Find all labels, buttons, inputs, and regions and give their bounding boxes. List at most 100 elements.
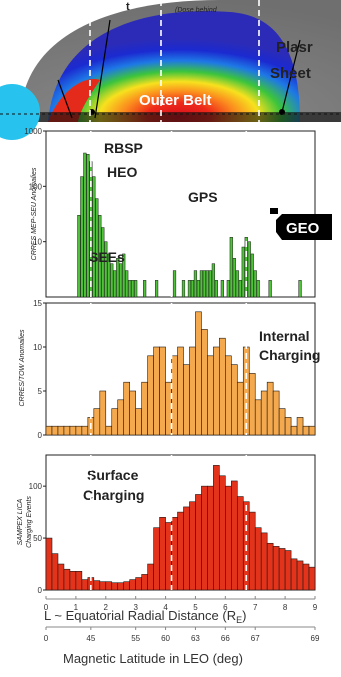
see-bar [86, 154, 90, 298]
internal-y-tick-label: 10 [33, 343, 42, 352]
x-tick-label: 9 [313, 603, 318, 612]
internal-bar [51, 425, 59, 436]
x2-tick-label: 0 [44, 634, 49, 643]
internal-bar [236, 381, 244, 436]
map-pointer-1 [57, 79, 73, 119]
see-bar [232, 258, 236, 298]
see-annotation-rbsp: RBSP [104, 140, 143, 156]
internal-bar [117, 399, 125, 436]
surface-bar [231, 480, 238, 591]
x2-tick-label: 69 [311, 634, 320, 643]
map-label-inner: t [126, 1, 130, 13]
surface-bar [141, 574, 148, 591]
internal-bar [195, 311, 202, 436]
see-bar [187, 280, 192, 298]
x-axis-l: 0 1 2 3 4 5 6 7 8 9 [44, 596, 318, 612]
see-bar [77, 215, 81, 298]
surface-bar [177, 511, 184, 591]
internal-y-tick-label: 5 [38, 387, 43, 396]
x-tick-label: 4 [163, 603, 168, 612]
x-tick-label: 0 [44, 603, 49, 612]
surface-annotation-1: Surface [87, 467, 139, 483]
surface-bar [159, 517, 166, 591]
see-bar [196, 280, 201, 298]
map-label-plasma-1: Plasr [276, 39, 313, 56]
surface-bar [171, 517, 178, 591]
x-tick-label: 1 [74, 603, 79, 612]
internal-bar [189, 346, 196, 436]
see-bar [154, 280, 159, 298]
internal-bar [171, 355, 178, 436]
surface-bar [57, 563, 65, 591]
see-bar [95, 198, 99, 298]
internal-bar [183, 364, 190, 436]
outer-belt-flux [48, 11, 300, 122]
internal-bar [153, 346, 160, 436]
surface-bar [201, 485, 208, 591]
internal-charging-chart: 0 5 10 15 CRRES/TOW Anomalies Internal Char… [19, 299, 320, 440]
surface-bar [254, 527, 262, 591]
x2-tick-label: 55 [131, 634, 140, 643]
internal-y-tick-label: 0 [38, 431, 43, 440]
internal-bar [45, 425, 53, 436]
surface-bar [266, 542, 274, 591]
surface-bar [45, 537, 53, 591]
see-bar [92, 176, 96, 298]
internal-bar [159, 346, 166, 436]
earth-icon [0, 84, 40, 140]
map-pointer-3 [281, 39, 301, 113]
surface-bar [225, 485, 232, 591]
map-bottom-shade [0, 112, 341, 122]
internal-bar [69, 425, 77, 436]
surface-bar [93, 580, 101, 591]
see-bar [202, 270, 207, 298]
surface-bar [248, 511, 256, 591]
surface-bar [278, 548, 286, 591]
see-bar [193, 270, 198, 298]
internal-bar [105, 425, 113, 436]
surface-annotation-2: Charging [83, 487, 144, 503]
surface-bar [135, 577, 142, 591]
surface-bar [296, 560, 304, 591]
x-tick-label: 2 [104, 603, 109, 612]
see-bar [110, 263, 114, 298]
internal-bar [242, 346, 250, 436]
map-pointer-2 [94, 19, 111, 119]
internal-bar [165, 381, 172, 436]
surface-bar [219, 475, 226, 591]
see-bar [131, 280, 135, 298]
surface-bar [207, 485, 214, 591]
see-annotation-gps: GPS [188, 189, 218, 205]
see-bar [226, 280, 230, 298]
internal-bar [219, 337, 226, 436]
internal-bar [177, 346, 184, 436]
internal-bar [57, 425, 65, 436]
internal-bar [99, 390, 107, 436]
internal-bar [135, 408, 142, 436]
surface-bar [63, 568, 71, 591]
map-label-note: (Dose behind [175, 7, 218, 14]
see-bar [172, 270, 177, 298]
surface-y-tick-label: 100 [29, 482, 43, 491]
geo-marker-body [276, 214, 332, 240]
surface-y-tick-label: 0 [38, 586, 43, 595]
internal-bar [81, 425, 89, 436]
see-bar [143, 280, 147, 298]
see-bar [125, 270, 129, 298]
x-tick-label: 5 [193, 603, 198, 612]
internal-bar [201, 329, 208, 436]
internal-bar [278, 408, 286, 436]
see-bar [83, 152, 87, 298]
internal-bar [284, 417, 292, 436]
see-bar [128, 280, 132, 298]
see-bar [220, 280, 224, 298]
see-bar [229, 237, 233, 298]
surface-y-label-1: SAMPEX LICA [17, 498, 24, 545]
x-tick-label: 6 [223, 603, 228, 612]
internal-bar [141, 381, 148, 436]
x-tick-label: 8 [283, 603, 288, 612]
internal-bar [129, 390, 136, 436]
surface-bar [236, 496, 244, 591]
x2-tick-label: 66 [221, 634, 230, 643]
see-bar [235, 270, 239, 298]
